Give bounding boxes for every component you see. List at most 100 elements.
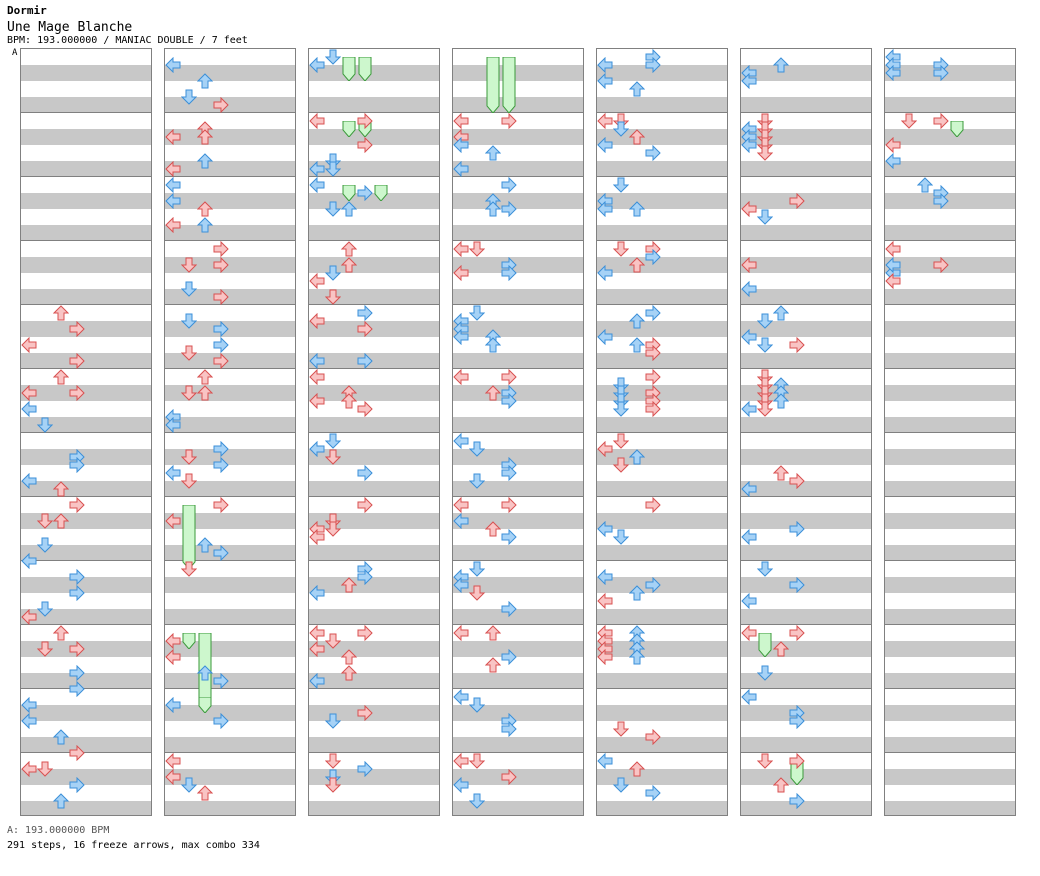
up-arrow <box>629 201 645 217</box>
beat-band <box>885 609 1015 625</box>
beat-band <box>885 225 1015 241</box>
measure-line <box>597 240 727 241</box>
beat-band <box>885 161 1015 177</box>
beat-band <box>885 417 1015 433</box>
measure-line <box>453 752 583 753</box>
left-arrow <box>309 585 325 601</box>
left-arrow <box>741 529 757 545</box>
up-arrow <box>773 777 789 793</box>
beat-band <box>741 417 871 433</box>
beat-band <box>165 481 295 497</box>
up-arrow <box>53 793 69 809</box>
down-arrow <box>181 385 197 401</box>
beat-band <box>597 385 727 401</box>
right-arrow <box>645 249 661 265</box>
measure-line <box>885 368 1015 369</box>
beat-band <box>453 129 583 145</box>
left-arrow <box>741 137 757 153</box>
measure-line <box>885 112 1015 113</box>
right-arrow <box>69 353 85 369</box>
beat-band <box>741 673 871 689</box>
beat-band <box>165 161 295 177</box>
beat-band <box>21 417 151 433</box>
beat-band <box>453 449 583 465</box>
beat-band <box>741 481 871 497</box>
beat-band <box>21 641 151 657</box>
right-arrow <box>213 257 229 273</box>
measure-line <box>453 368 583 369</box>
left-arrow <box>21 697 37 713</box>
down-arrow <box>469 473 485 489</box>
measure-line <box>597 496 727 497</box>
measure-line <box>165 624 295 625</box>
beat-band <box>741 193 871 209</box>
down-arrow <box>181 313 197 329</box>
freeze-arrow <box>790 761 804 785</box>
up-arrow <box>197 537 213 553</box>
left-arrow <box>453 265 469 281</box>
up-arrow <box>341 649 357 665</box>
beat-band <box>453 673 583 689</box>
down-arrow <box>613 529 629 545</box>
beat-band <box>165 257 295 273</box>
left-arrow <box>21 713 37 729</box>
beat-band <box>885 321 1015 337</box>
left-arrow <box>309 161 325 177</box>
right-arrow <box>933 113 949 129</box>
left-arrow <box>21 337 37 353</box>
beat-band <box>309 385 439 401</box>
beat-band <box>165 545 295 561</box>
beat-band <box>741 545 871 561</box>
beat-band <box>597 449 727 465</box>
left-arrow <box>453 497 469 513</box>
up-arrow <box>53 369 69 385</box>
beat-band <box>741 737 871 753</box>
beat-band <box>453 289 583 305</box>
left-arrow <box>165 161 181 177</box>
beat-band <box>21 321 151 337</box>
measure-line <box>21 368 151 369</box>
left-arrow <box>453 161 469 177</box>
beat-band <box>21 673 151 689</box>
right-arrow <box>213 673 229 689</box>
beat-band <box>453 513 583 529</box>
beat-band <box>741 289 871 305</box>
beat-band <box>165 97 295 113</box>
down-arrow <box>325 713 341 729</box>
right-arrow <box>933 257 949 273</box>
right-arrow <box>213 497 229 513</box>
right-arrow <box>357 353 373 369</box>
right-arrow <box>213 545 229 561</box>
measure-line <box>453 304 583 305</box>
beat-band <box>21 577 151 593</box>
beat-band <box>21 609 151 625</box>
song-title: Une Mage Blanche <box>7 20 133 35</box>
measure-line <box>309 432 439 433</box>
beat-band <box>885 577 1015 593</box>
up-arrow <box>53 481 69 497</box>
freeze-arrow <box>198 697 212 713</box>
beat-band <box>309 289 439 305</box>
left-arrow <box>597 569 613 585</box>
beat-band <box>885 481 1015 497</box>
down-arrow <box>37 537 53 553</box>
left-arrow <box>21 761 37 777</box>
beat-band <box>21 129 151 145</box>
down-arrow <box>757 665 773 681</box>
measure-line <box>21 176 151 177</box>
up-arrow <box>629 761 645 777</box>
beat-band <box>21 705 151 721</box>
beat-band <box>597 65 727 81</box>
up-arrow <box>485 657 501 673</box>
right-arrow <box>357 497 373 513</box>
measure-line <box>885 304 1015 305</box>
measure-line <box>309 112 439 113</box>
up-arrow <box>197 385 213 401</box>
beat-band <box>741 801 871 815</box>
right-arrow <box>213 289 229 305</box>
down-arrow <box>901 113 917 129</box>
beat-band <box>309 801 439 815</box>
beat-band <box>21 193 151 209</box>
chart-stats: 291 steps, 16 freeze arrows, max combo 3… <box>7 840 260 851</box>
left-arrow <box>309 113 325 129</box>
